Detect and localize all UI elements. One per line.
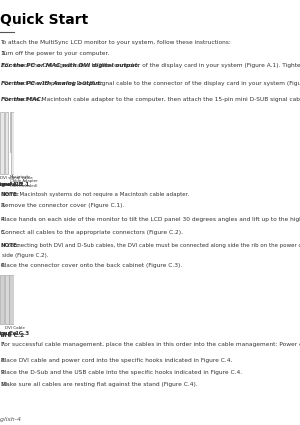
Text: Place hands on each side of the monitor to tilt the LCD panel 30 degrees angles : Place hands on each side of the monitor … — [1, 217, 300, 221]
Text: For successful cable management, place the cables in this order into the cable m: For successful cable management, place t… — [1, 342, 300, 347]
Text: 10.: 10. — [0, 382, 10, 387]
Text: Connect the 15-pin mini D-SUB signal cable to the connector of the display card : Connect the 15-pin mini D-SUB signal cab… — [2, 81, 300, 86]
FancyBboxPatch shape — [0, 275, 4, 324]
Text: Connect all cables to the appropriate connectors (Figure C.2).: Connect all cables to the appropriate co… — [1, 230, 183, 235]
Text: 9.: 9. — [0, 370, 6, 375]
Text: For the PC with Analog output:: For the PC with Analog output: — [1, 81, 103, 86]
Text: English-4: English-4 — [0, 416, 22, 422]
FancyBboxPatch shape — [4, 112, 8, 174]
Text: 3.: 3. — [0, 204, 6, 209]
Text: Macintosh
Cable Adapter
(not included): Macintosh Cable Adapter (not included) — [10, 175, 38, 188]
FancyBboxPatch shape — [11, 112, 14, 174]
Text: Figure C.3: Figure C.3 — [0, 332, 29, 337]
Text: 2.: 2. — [0, 63, 6, 68]
Text: Figure A.1: Figure A.1 — [0, 182, 20, 187]
Text: Figure C.1: Figure C.1 — [0, 332, 20, 337]
Text: DVI Cable: DVI Cable — [5, 326, 25, 330]
Text: Place the connector cover onto the back cabinet (Figure C.3).: Place the connector cover onto the back … — [1, 263, 182, 268]
Text: Turn off the power to your computer.: Turn off the power to your computer. — [1, 51, 110, 57]
Text: NOTE:: NOTE: — [0, 192, 20, 197]
Text: NOTE:: NOTE: — [0, 243, 20, 248]
Text: Place the D-Sub and the USB cable into the specific hooks indicated in Figure C.: Place the D-Sub and the USB cable into t… — [1, 370, 242, 375]
Text: Quick Start: Quick Start — [0, 13, 89, 27]
Text: To attach the MultiSync LCD monitor to your system, follow these instructions:: To attach the MultiSync LCD monitor to y… — [0, 40, 231, 45]
Text: Some Macintosh systems do not require a Macintosh cable adapter.: Some Macintosh systems do not require a … — [2, 192, 189, 197]
Text: Place DVI cable and power cord into the specific hooks indicated in Figure C.4.: Place DVI cable and power cord into the … — [1, 358, 232, 363]
Text: DVI signal cable: DVI signal cable — [0, 176, 33, 180]
Text: For the MAC:: For the MAC: — [1, 96, 44, 102]
Text: For the PC or MAC with DVI digital output:: For the PC or MAC with DVI digital outpu… — [1, 63, 140, 68]
Text: Figure A.2: Figure A.2 — [0, 182, 24, 187]
Text: side (Figure C.2).: side (Figure C.2). — [2, 253, 48, 258]
Text: Figure C.2: Figure C.2 — [0, 333, 24, 338]
Text: 8.: 8. — [0, 358, 6, 363]
FancyBboxPatch shape — [10, 112, 11, 152]
Text: 7.: 7. — [0, 342, 6, 347]
Text: 1.: 1. — [0, 51, 6, 57]
FancyBboxPatch shape — [5, 275, 9, 324]
FancyBboxPatch shape — [0, 112, 4, 174]
Text: 6.: 6. — [0, 263, 6, 268]
Text: Connect the DVI signal cable to the connector of the display card in your system: Connect the DVI signal cable to the conn… — [3, 63, 300, 68]
Text: If connecting both DVI and D-Sub cables, the DVI cable must be connected along s: If connecting both DVI and D-Sub cables,… — [2, 243, 300, 248]
Text: Make sure all cables are resting flat against the stand (Figure C.4).: Make sure all cables are resting flat ag… — [1, 382, 198, 387]
Text: 4.: 4. — [0, 217, 6, 221]
Text: Figure B.1: Figure B.1 — [0, 182, 30, 187]
FancyBboxPatch shape — [10, 275, 14, 324]
Text: 5.: 5. — [0, 230, 6, 235]
Text: Remove the connector cover (Figure C.1).: Remove the connector cover (Figure C.1). — [1, 204, 124, 209]
Text: Connect the Macintosh cable adapter to the computer, then attach the 15-pin mini: Connect the Macintosh cable adapter to t… — [2, 96, 300, 102]
